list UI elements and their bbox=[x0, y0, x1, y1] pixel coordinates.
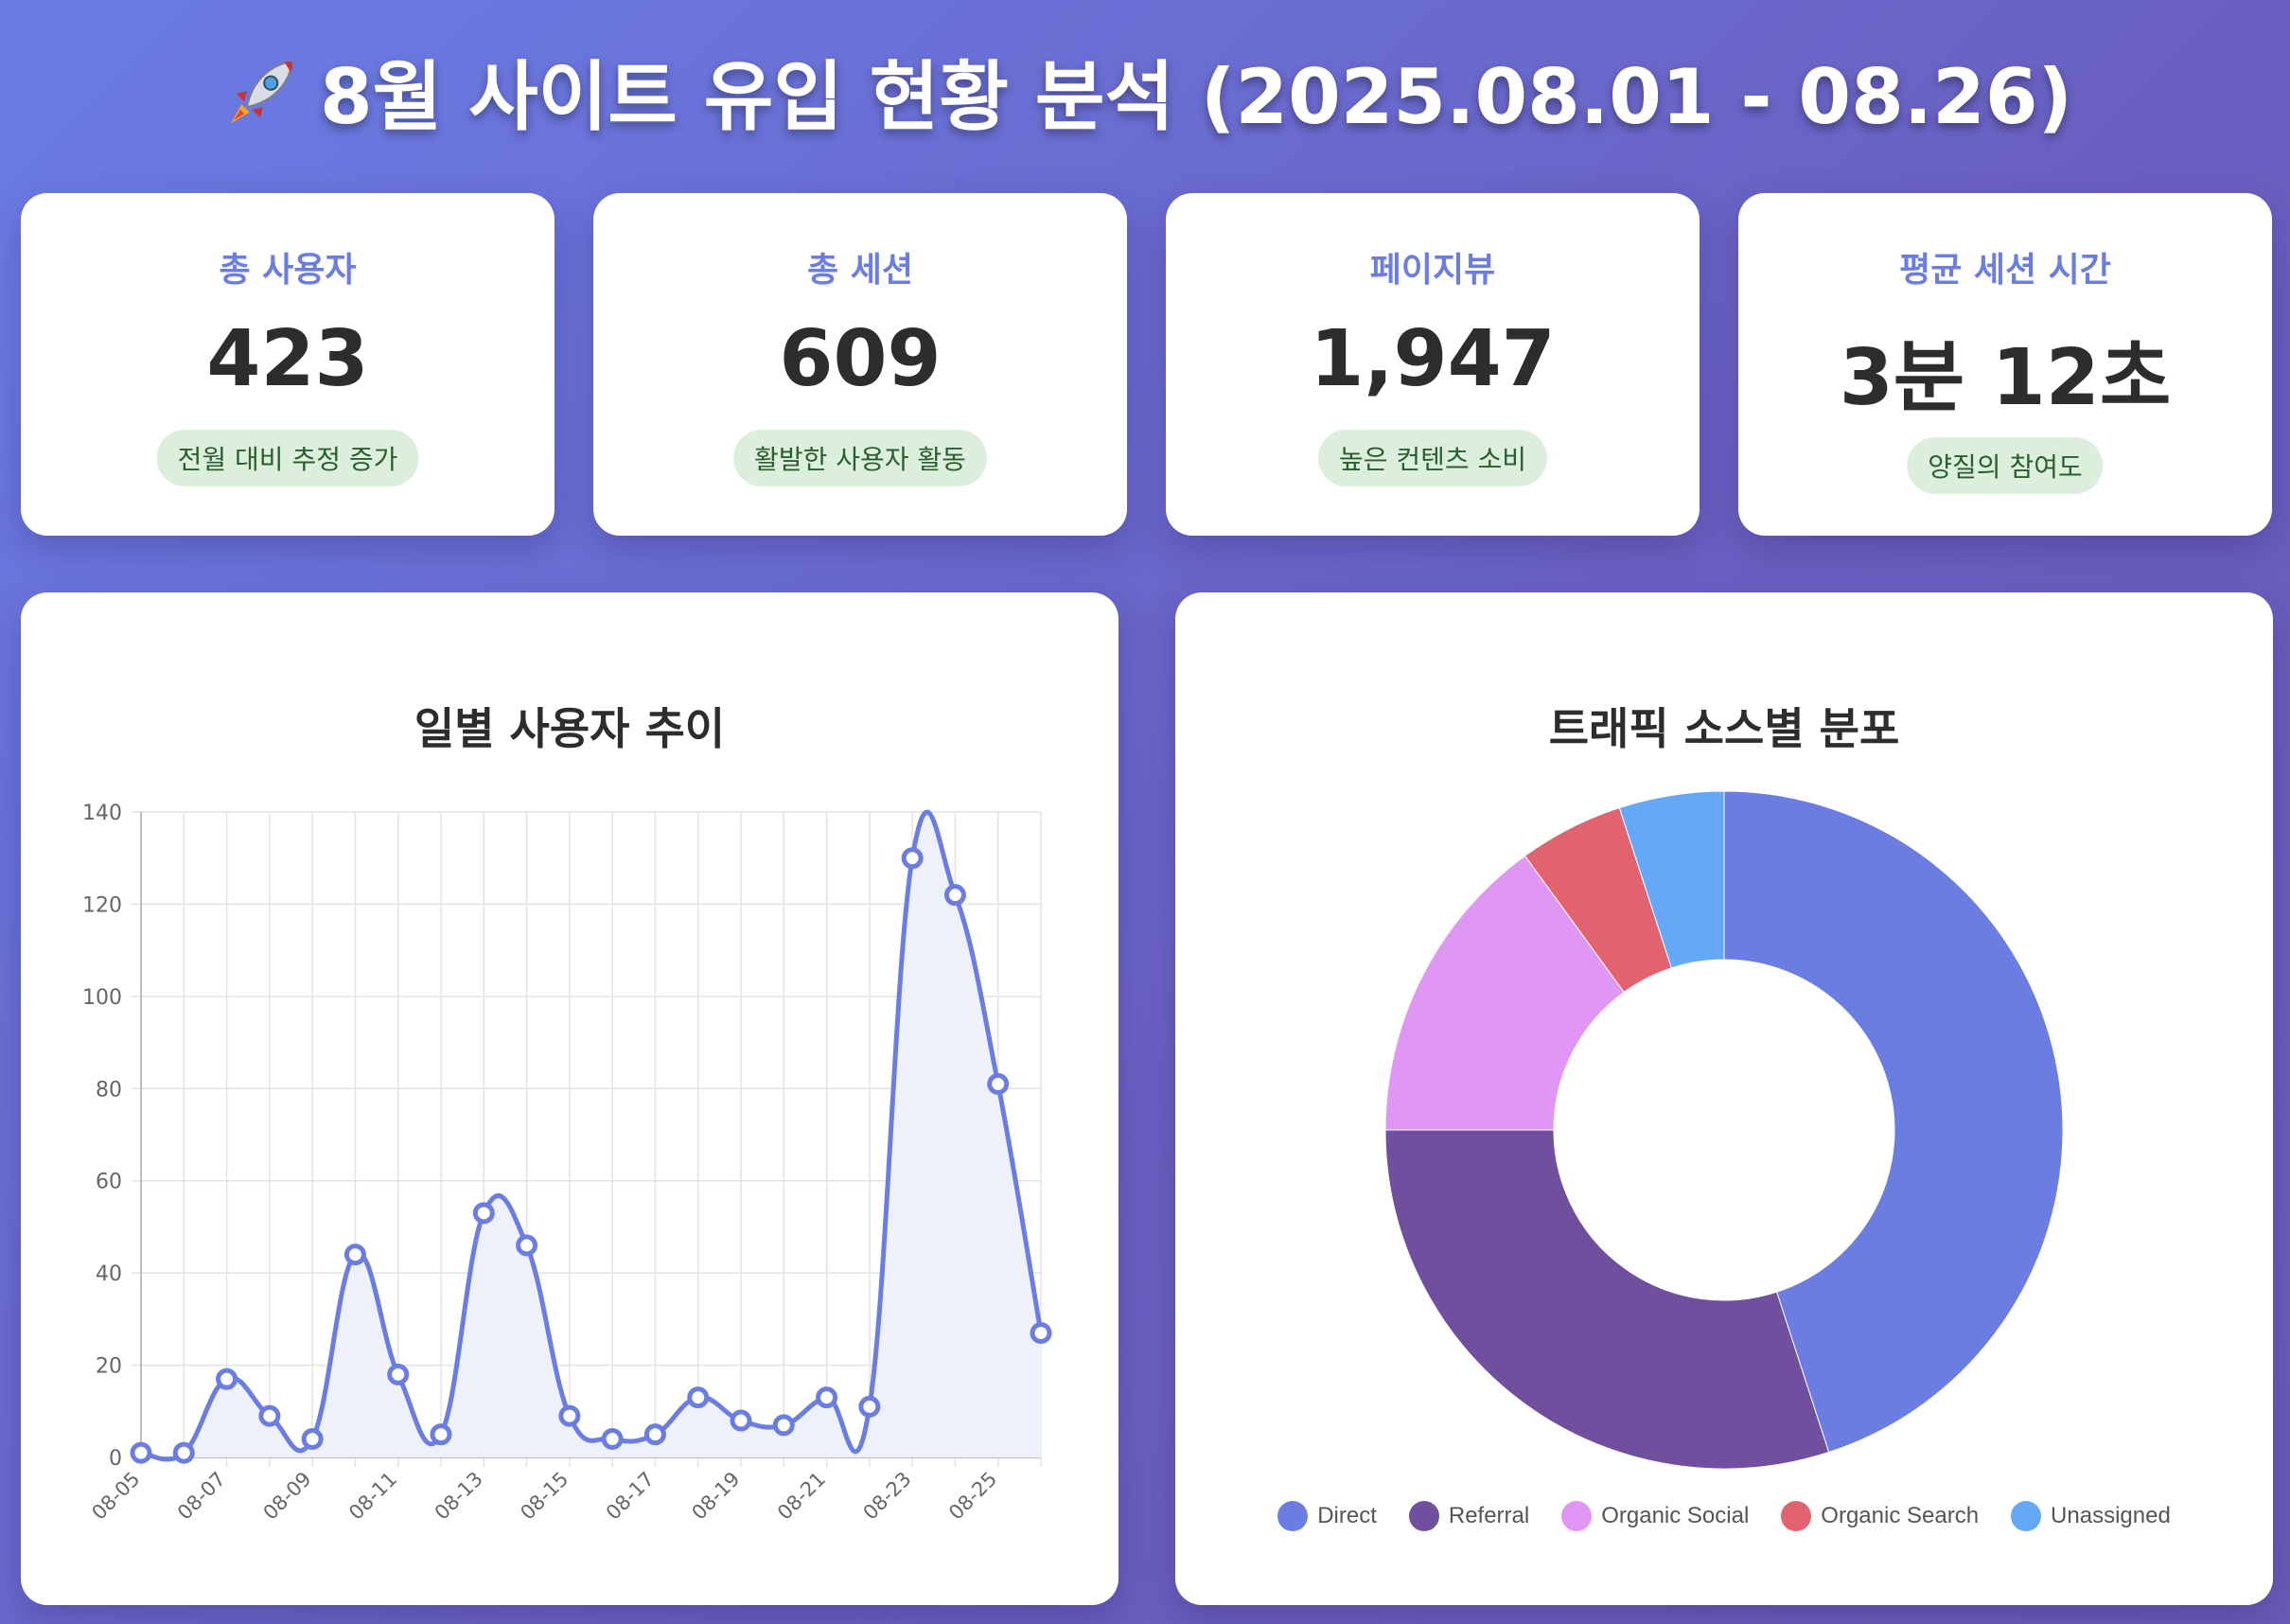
x-tick-label: 08-09 bbox=[259, 1468, 316, 1525]
kpi-label: 페이지뷰 bbox=[1369, 251, 1496, 290]
data-point bbox=[772, 1414, 795, 1437]
page-title: 8월 사이트 유입 현황 분석 (2025.08.01 - 08.26) bbox=[0, 36, 2290, 146]
data-point bbox=[558, 1404, 581, 1427]
data-point bbox=[216, 1368, 238, 1390]
y-tick-label: 140 bbox=[82, 802, 122, 825]
kpi-label: 총 사용자 bbox=[219, 251, 357, 290]
y-tick-label: 100 bbox=[82, 986, 122, 1010]
donut-slice bbox=[1384, 1129, 1830, 1470]
data-point bbox=[172, 1441, 195, 1464]
legend-swatch bbox=[2011, 1501, 2042, 1531]
legend-label: Direct bbox=[1317, 1503, 1377, 1528]
area-fill bbox=[141, 812, 1041, 1460]
kpi-card-avg-session-time: 평균 세션 시간 3분 12초 양질의 참여도 bbox=[1738, 193, 2272, 536]
kpi-badge: 양질의 참여도 bbox=[1907, 437, 2104, 494]
x-tick-label: 08-25 bbox=[944, 1468, 1001, 1525]
traffic-source-donut-chart bbox=[1384, 790, 2064, 1470]
x-tick-label: 08-19 bbox=[687, 1468, 744, 1525]
x-tick-label: 08-13 bbox=[431, 1468, 487, 1525]
data-point bbox=[344, 1244, 366, 1266]
kpi-value: 3분 12초 bbox=[1839, 333, 2172, 423]
x-tick-label: 08-21 bbox=[773, 1468, 830, 1525]
daily-users-line-chart: 0 20 40 60 80 100 120 140 08-05 08-07 08-09 08-11 08… bbox=[82, 802, 1052, 1525]
legend-swatch bbox=[1408, 1501, 1439, 1531]
data-point bbox=[516, 1234, 538, 1257]
legend-swatch bbox=[1561, 1501, 1593, 1531]
y-tick-label: 80 bbox=[96, 1078, 122, 1102]
legend-item[interactable]: Organic Search bbox=[1781, 1501, 1979, 1531]
data-point bbox=[601, 1428, 624, 1451]
kpi-value: 423 bbox=[206, 314, 369, 404]
x-tick-label: 08-11 bbox=[344, 1468, 401, 1525]
data-point bbox=[1030, 1321, 1052, 1344]
kpi-value: 609 bbox=[779, 314, 942, 404]
legend-swatch bbox=[1781, 1501, 1812, 1531]
kpi-label: 평균 세션 시간 bbox=[1899, 251, 2111, 290]
x-tick-label: 08-15 bbox=[516, 1468, 572, 1525]
data-point bbox=[816, 1386, 838, 1409]
data-point bbox=[643, 1423, 666, 1446]
x-tick-label: 08-17 bbox=[602, 1468, 659, 1525]
legend-label: Organic Social bbox=[1601, 1503, 1750, 1528]
y-tick-label: 20 bbox=[96, 1355, 122, 1379]
y-tick-label: 120 bbox=[82, 893, 122, 917]
data-point bbox=[730, 1409, 752, 1432]
y-tick-label: 40 bbox=[96, 1262, 122, 1286]
donut-slice bbox=[1384, 855, 1625, 1131]
x-tick-label: 08-07 bbox=[173, 1468, 230, 1525]
data-point bbox=[901, 847, 924, 870]
x-tick-label: 08-05 bbox=[87, 1468, 144, 1525]
kpi-value: 1,947 bbox=[1310, 314, 1556, 404]
donut-slice bbox=[1618, 790, 1725, 969]
legend-label: Unassigned bbox=[2051, 1503, 2171, 1528]
chart-title: 트래픽 소스별 분포 bbox=[1548, 703, 1900, 754]
data-point bbox=[858, 1395, 881, 1418]
kpi-badge: 활발한 사용자 활동 bbox=[733, 430, 987, 486]
data-point bbox=[687, 1386, 710, 1409]
legend-item[interactable]: Organic Social bbox=[1561, 1501, 1749, 1531]
legend-item[interactable]: Referral bbox=[1408, 1501, 1530, 1531]
legend-swatch bbox=[1277, 1501, 1309, 1531]
legend-label: Referral bbox=[1448, 1503, 1530, 1528]
legend-item[interactable]: Unassigned bbox=[2011, 1501, 2171, 1531]
legend-item[interactable]: Direct bbox=[1277, 1501, 1377, 1531]
rocket-icon bbox=[218, 51, 303, 136]
data-point bbox=[430, 1423, 452, 1446]
chart-legend: Direct Referral Organic Social Organic Sear… bbox=[1175, 1501, 2273, 1531]
data-point bbox=[301, 1428, 324, 1451]
kpi-card-total-sessions: 총 세션 609 활발한 사용자 활동 bbox=[593, 193, 1127, 536]
page-title-text: 8월 사이트 유입 현황 분석 (2025.08.01 - 08.26) bbox=[319, 53, 2073, 141]
y-tick-label: 0 bbox=[109, 1447, 122, 1471]
x-tick-label: 08-23 bbox=[859, 1468, 916, 1525]
kpi-badge: 높은 컨텐츠 소비 bbox=[1317, 430, 1548, 486]
data-point bbox=[943, 884, 966, 907]
data-point bbox=[130, 1441, 152, 1464]
y-tick-label: 60 bbox=[96, 1171, 122, 1194]
donut-slice bbox=[1723, 790, 2064, 1454]
daily-users-chart-card: 일별 사용자 추이 0 20 40 60 80 100 120 140 08-05 08-07 08… bbox=[21, 592, 1119, 1605]
kpi-card-pageviews: 페이지뷰 1,947 높은 컨텐츠 소비 bbox=[1166, 193, 1700, 536]
data-point bbox=[472, 1202, 495, 1225]
data-point bbox=[387, 1363, 410, 1386]
chart-title: 일별 사용자 추이 bbox=[414, 703, 726, 754]
data-point bbox=[258, 1404, 281, 1427]
traffic-source-chart-card: 트래픽 소스별 분포 Direct Referral Organic Social O… bbox=[1175, 592, 2273, 1605]
kpi-card-total-users: 총 사용자 423 전월 대비 추정 증가 bbox=[21, 193, 555, 536]
data-point bbox=[987, 1072, 1010, 1095]
kpi-label: 총 세션 bbox=[807, 251, 913, 290]
kpi-badge: 전월 대비 추정 증가 bbox=[156, 430, 419, 486]
legend-label: Organic Search bbox=[1821, 1503, 1980, 1528]
